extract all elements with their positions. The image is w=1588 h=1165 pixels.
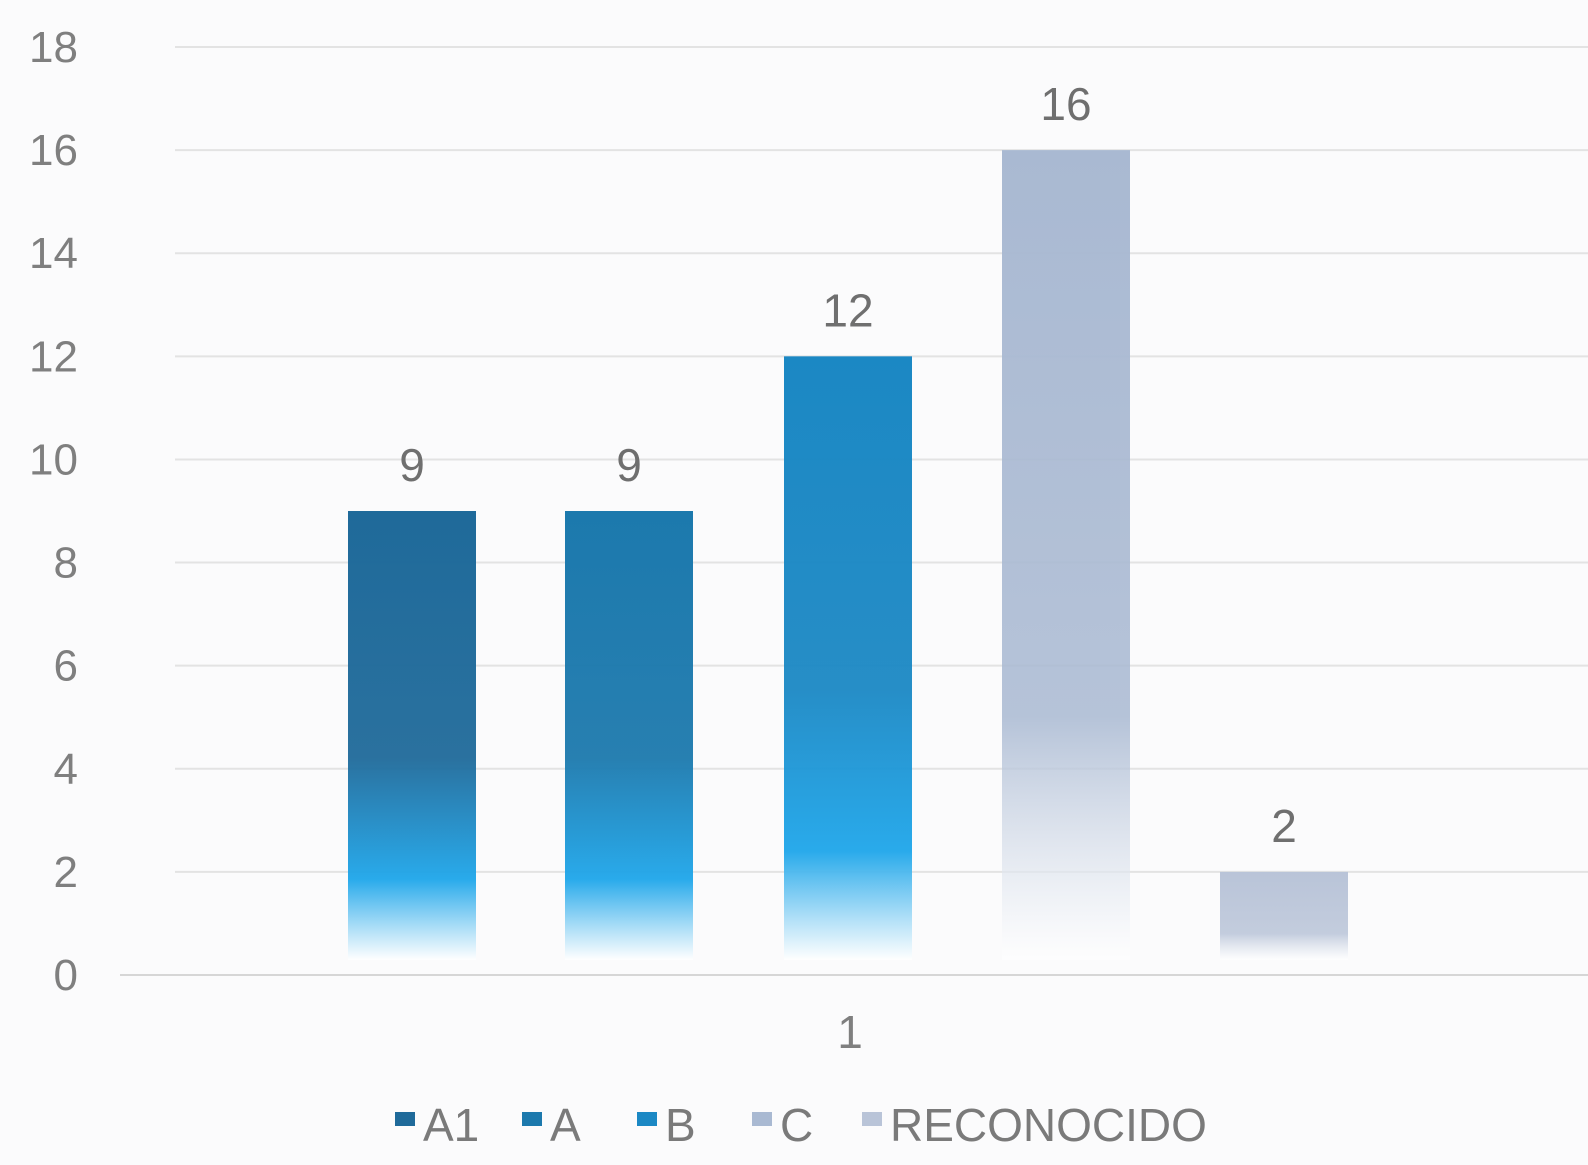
legend-swatch-c bbox=[752, 1112, 772, 1126]
legend-label-a: A bbox=[550, 1099, 581, 1151]
y-tick-label: 6 bbox=[54, 642, 78, 691]
legend-label-a1: A1 bbox=[423, 1099, 479, 1151]
y-tick-label: 10 bbox=[29, 435, 78, 484]
bar-reconocido bbox=[1220, 871, 1348, 960]
y-tick-label: 12 bbox=[29, 332, 78, 381]
data-label-reconocido: 2 bbox=[1271, 800, 1297, 852]
legend-swatch-b bbox=[637, 1112, 657, 1126]
y-axis-tick-labels: 0 2 4 6 8 10 12 14 16 18 bbox=[29, 23, 78, 1000]
bar-a bbox=[565, 511, 693, 960]
bar-c bbox=[1002, 150, 1130, 961]
x-category-label: 1 bbox=[837, 1006, 863, 1058]
data-label-a1: 9 bbox=[399, 439, 425, 491]
data-label-a: 9 bbox=[616, 439, 642, 491]
legend-label-b: B bbox=[665, 1099, 696, 1151]
y-tick-label: 16 bbox=[29, 126, 78, 175]
y-tick-label: 4 bbox=[54, 745, 78, 794]
data-label-c: 16 bbox=[1040, 78, 1091, 130]
y-tick-label: 2 bbox=[54, 848, 78, 897]
legend: A1 A B C RECONOCIDO bbox=[395, 1099, 1207, 1151]
legend-label-reconocido: RECONOCIDO bbox=[890, 1099, 1207, 1151]
legend-swatch-a bbox=[522, 1112, 542, 1126]
data-label-b: 12 bbox=[822, 284, 873, 336]
x-axis-category-labels: 1 bbox=[837, 1006, 863, 1058]
data-labels: 9 9 12 16 2 bbox=[399, 78, 1297, 852]
legend-swatch-a1 bbox=[395, 1112, 415, 1126]
y-tick-label: 0 bbox=[54, 951, 78, 1000]
bar-a1 bbox=[348, 511, 476, 960]
y-tick-label: 14 bbox=[29, 229, 78, 278]
legend-swatch-reconocido bbox=[862, 1112, 882, 1126]
y-tick-label: 18 bbox=[29, 23, 78, 72]
y-tick-label: 8 bbox=[54, 539, 78, 588]
bar-b bbox=[784, 356, 912, 960]
bars bbox=[348, 150, 1348, 961]
legend-label-c: C bbox=[780, 1099, 813, 1151]
